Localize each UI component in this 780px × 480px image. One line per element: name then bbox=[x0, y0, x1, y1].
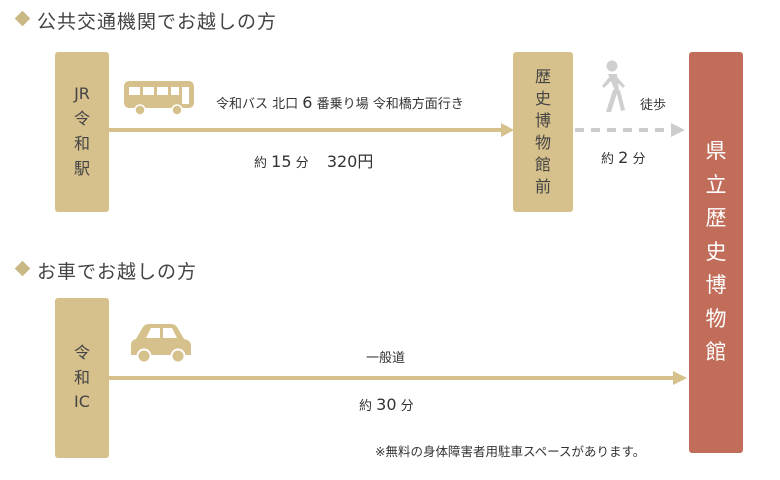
museum-char: 館 bbox=[705, 340, 727, 365]
walk-time-number: 2 bbox=[618, 148, 629, 167]
bus-platform-number: 6 bbox=[302, 93, 313, 112]
walk-time-prefix: 約 bbox=[601, 152, 615, 167]
walk-time-label: 約 2 分 bbox=[601, 148, 646, 167]
museum-char: 史 bbox=[705, 239, 727, 264]
bus-stop-char: 物 bbox=[534, 133, 551, 152]
museum-mae-bus-stop-box: 歴 史 博 物 館 前 bbox=[513, 52, 573, 212]
diamond-bullet bbox=[14, 260, 31, 277]
section-title-public-transport: 公共交通機関でお越しの方 bbox=[37, 11, 278, 33]
bus-fare: 320円 bbox=[326, 152, 374, 171]
section-title-car: お車でお越しの方 bbox=[37, 261, 198, 283]
bus-time-unit: 分 bbox=[295, 156, 309, 171]
car-route-line bbox=[109, 376, 675, 380]
station-char: 令 bbox=[73, 109, 90, 129]
bus-route-pre: 令和バス 北口 bbox=[216, 97, 299, 112]
station-char: JR bbox=[74, 84, 90, 104]
bus-icon bbox=[124, 81, 194, 116]
museum-char: 立 bbox=[705, 172, 727, 197]
car-time-unit: 分 bbox=[400, 399, 414, 414]
reiwa-ic-box: 令 和 IC bbox=[55, 298, 109, 458]
car-time-label: 約 30 分 bbox=[359, 395, 414, 414]
prefectural-history-museum-box: 県 立 歴 史 博 物 館 bbox=[689, 52, 743, 453]
car-time-prefix: 約 bbox=[359, 399, 373, 414]
museum-char: 物 bbox=[705, 306, 727, 331]
bus-route-arrowhead bbox=[501, 123, 514, 137]
bus-route-post: 番乗り場 令和橋方面行き bbox=[316, 97, 464, 112]
bus-time-prefix: 約 bbox=[254, 156, 268, 171]
car-icon bbox=[131, 324, 191, 364]
car-time-number: 30 bbox=[376, 395, 397, 414]
diamond-bullet bbox=[14, 10, 31, 27]
bus-stop-char: 館 bbox=[534, 155, 551, 175]
walk-time-unit: 分 bbox=[632, 152, 646, 167]
bus-route-line bbox=[109, 128, 503, 132]
ic-char: 和 bbox=[73, 367, 90, 387]
bus-time-label: 約 15 分 320円 bbox=[254, 148, 373, 172]
jr-reiwa-station-box: JR 令 和 駅 bbox=[55, 52, 109, 212]
bus-stop-char: 史 bbox=[534, 88, 551, 108]
station-char: 和 bbox=[73, 134, 90, 153]
bus-time-number: 15 bbox=[271, 152, 292, 171]
museum-char: 県 bbox=[705, 138, 727, 163]
museum-char: 歴 bbox=[705, 206, 727, 231]
museum-char: 博 bbox=[705, 273, 727, 298]
bus-route-label: 令和バス 北口 6 番乗り場 令和橋方面行き bbox=[216, 93, 464, 112]
station-char: 駅 bbox=[73, 158, 90, 178]
ic-char: 令 bbox=[73, 342, 90, 362]
bus-stop-char: 前 bbox=[534, 177, 551, 197]
walk-route-line bbox=[575, 128, 671, 132]
ic-char: IC bbox=[74, 392, 90, 412]
bus-stop-char: 歴 bbox=[534, 66, 551, 86]
walking-person-icon bbox=[602, 60, 625, 112]
car-road-label: 一般道 bbox=[366, 351, 406, 366]
bus-stop-char: 博 bbox=[534, 110, 551, 130]
accessible-parking-note: ※無料の身体障害者用駐車スペースがあります。 bbox=[375, 444, 646, 459]
walk-route-arrowhead bbox=[671, 123, 685, 137]
walk-mode-label: 徒歩 bbox=[640, 98, 667, 113]
car-route-arrowhead bbox=[673, 371, 687, 385]
